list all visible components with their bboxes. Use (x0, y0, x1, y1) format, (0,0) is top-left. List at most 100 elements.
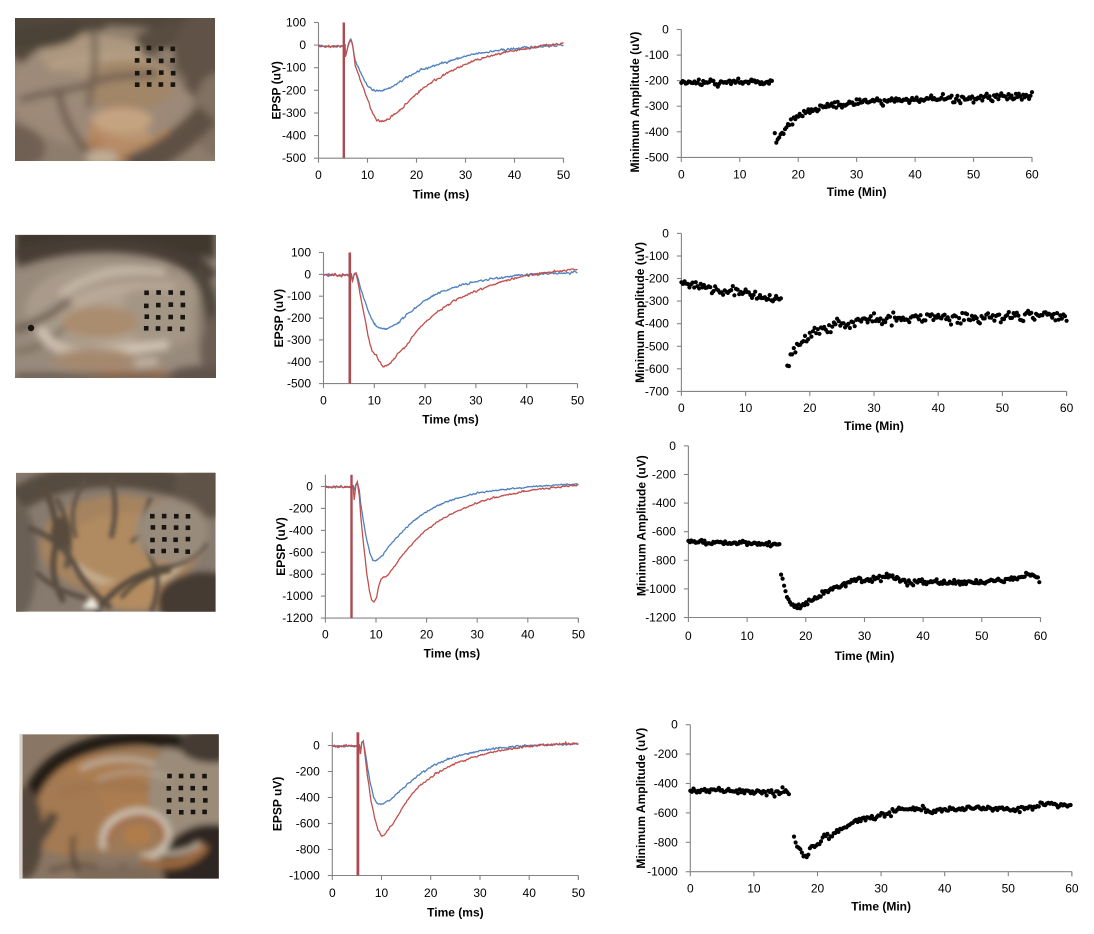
svg-text:-100: -100 (645, 48, 669, 62)
svg-text:-100: -100 (282, 61, 306, 75)
svg-text:30: 30 (473, 886, 487, 900)
svg-text:30: 30 (874, 882, 888, 896)
svg-text:30: 30 (850, 168, 864, 182)
svg-text:0: 0 (329, 886, 336, 900)
svg-text:-300: -300 (645, 99, 669, 113)
svg-text:0: 0 (685, 629, 692, 643)
svg-text:-600: -600 (645, 362, 669, 376)
svg-text:50: 50 (572, 886, 586, 900)
svg-text:50: 50 (996, 401, 1010, 415)
svg-text:-200: -200 (645, 74, 669, 88)
svg-text:10: 10 (375, 886, 389, 900)
svg-text:-200: -200 (289, 501, 313, 515)
svg-text:-1000: -1000 (282, 589, 313, 603)
svg-text:-600: -600 (296, 817, 320, 831)
svg-text:-800: -800 (289, 567, 313, 581)
svg-text:20: 20 (418, 394, 432, 408)
svg-text:20: 20 (792, 168, 806, 182)
svg-text:0: 0 (687, 882, 694, 896)
svg-text:Time (ms): Time (ms) (422, 413, 478, 427)
svg-text:-200: -200 (282, 83, 306, 97)
svg-text:Time (ms): Time (ms) (427, 906, 483, 920)
svg-text:0: 0 (669, 439, 676, 453)
svg-text:Time (Min): Time (Min) (844, 419, 904, 433)
svg-text:Minimum Amplitude (uV): Minimum Amplitude (uV) (634, 728, 648, 869)
svg-text:0: 0 (678, 401, 685, 415)
svg-text:30: 30 (858, 629, 872, 643)
svg-text:EPSP (uV): EPSP (uV) (272, 289, 286, 347)
svg-text:30: 30 (867, 401, 881, 415)
svg-text:-600: -600 (289, 545, 313, 559)
svg-text:EPSP uV): EPSP uV) (270, 777, 284, 831)
svg-text:0: 0 (313, 739, 320, 753)
svg-text:-200: -200 (654, 747, 678, 761)
svg-text:EPSP (uV): EPSP (uV) (270, 61, 284, 119)
svg-text:50: 50 (975, 629, 989, 643)
svg-text:40: 40 (521, 628, 535, 642)
svg-text:-1000: -1000 (647, 865, 678, 879)
svg-text:100: 100 (291, 246, 311, 260)
svg-text:-300: -300 (645, 294, 669, 308)
svg-text:60: 60 (1034, 629, 1048, 643)
svg-text:40: 40 (916, 629, 930, 643)
svg-text:-1200: -1200 (282, 611, 313, 625)
svg-text:0: 0 (304, 267, 311, 281)
svg-text:-200: -200 (296, 765, 320, 779)
svg-text:-500: -500 (287, 377, 311, 391)
svg-text:Time (Min): Time (Min) (827, 185, 887, 199)
svg-text:-200: -200 (652, 468, 676, 482)
svg-text:Time (ms): Time (ms) (424, 647, 480, 661)
svg-text:30: 30 (459, 168, 473, 182)
svg-text:0: 0 (322, 628, 329, 642)
svg-text:0: 0 (299, 38, 306, 52)
svg-text:10: 10 (361, 168, 375, 182)
svg-text:-1000: -1000 (289, 869, 320, 883)
svg-text:-200: -200 (645, 272, 669, 286)
svg-text:-1200: -1200 (645, 611, 676, 625)
svg-text:10: 10 (369, 628, 383, 642)
svg-text:-500: -500 (645, 339, 669, 353)
svg-text:-800: -800 (654, 835, 678, 849)
svg-text:40: 40 (508, 168, 522, 182)
svg-text:50: 50 (1002, 882, 1016, 896)
svg-text:0: 0 (678, 168, 685, 182)
svg-text:0: 0 (315, 168, 322, 182)
svg-text:-400: -400 (654, 777, 678, 791)
svg-text:-100: -100 (645, 249, 669, 263)
svg-text:60: 60 (1025, 168, 1039, 182)
svg-text:50: 50 (557, 168, 571, 182)
svg-text:Minimum Amplitude (uV): Minimum Amplitude (uV) (635, 455, 649, 596)
svg-text:-400: -400 (287, 355, 311, 369)
svg-text:-600: -600 (654, 806, 678, 820)
svg-text:-500: -500 (645, 150, 669, 164)
svg-text:30: 30 (471, 628, 485, 642)
svg-text:100: 100 (286, 16, 306, 30)
svg-text:20: 20 (799, 629, 813, 643)
svg-text:20: 20 (424, 886, 438, 900)
svg-text:20: 20 (410, 168, 424, 182)
svg-text:0: 0 (671, 718, 678, 732)
svg-text:-800: -800 (296, 843, 320, 857)
svg-text:20: 20 (420, 628, 434, 642)
svg-text:0: 0 (662, 23, 669, 37)
svg-text:-600: -600 (652, 525, 676, 539)
svg-text:-1000: -1000 (645, 582, 676, 596)
svg-text:Time (Min): Time (Min) (835, 649, 895, 663)
svg-text:40: 40 (523, 886, 537, 900)
svg-text:10: 10 (739, 401, 753, 415)
svg-text:50: 50 (967, 168, 981, 182)
svg-text:60: 60 (1060, 401, 1074, 415)
svg-text:Minimum Amplitude (uV): Minimum Amplitude (uV) (633, 242, 647, 383)
svg-text:0: 0 (662, 226, 669, 240)
svg-text:EPSP (uV): EPSP (uV) (274, 517, 288, 575)
svg-text:20: 20 (803, 401, 817, 415)
svg-text:60: 60 (1065, 882, 1079, 896)
svg-text:-300: -300 (282, 106, 306, 120)
svg-text:0: 0 (306, 480, 313, 494)
svg-text:30: 30 (469, 394, 483, 408)
svg-text:-800: -800 (652, 553, 676, 567)
svg-text:40: 40 (938, 882, 952, 896)
svg-text:40: 40 (932, 401, 946, 415)
svg-text:10: 10 (747, 882, 761, 896)
svg-text:-400: -400 (645, 125, 669, 139)
